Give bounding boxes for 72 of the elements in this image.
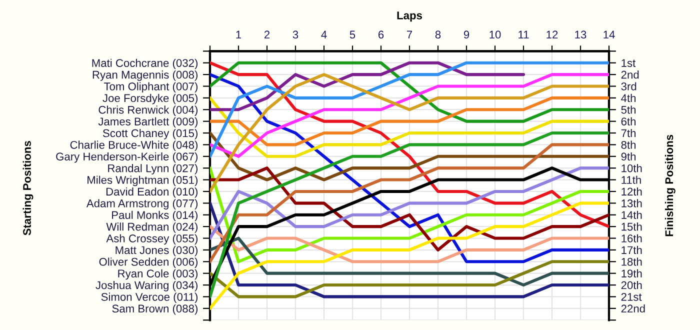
x-tick-label: 2 — [264, 30, 270, 38]
line-series — [210, 225, 609, 264]
category-label: Ash Crossey (055) — [106, 234, 198, 245]
y2-tick-label: 21st — [621, 292, 642, 301]
x-tick-label: 13 — [575, 30, 586, 39]
y2-tick-label: 18th — [622, 258, 642, 266]
x-tick-label: 4 — [321, 30, 327, 38]
line-series — [210, 236, 609, 287]
line-series — [210, 96, 609, 146]
y2-tick-label: 16th — [622, 234, 642, 242]
line-series — [210, 96, 609, 158]
category-label: Ryan Cole (003) — [118, 269, 198, 280]
category-label: Oliver Sedden (006) — [99, 258, 198, 268]
y2-tick-label: 11th — [622, 176, 641, 184]
category-label: Sam Brown (088) — [112, 304, 198, 315]
category-label: Joe Forsdyke (005) — [102, 94, 198, 104]
text: Starting Positions — [22, 141, 34, 236]
category-label: Scott Chaney (015) — [102, 128, 198, 140]
y2-tick-label: 4th — [621, 94, 636, 102]
category-label: Paul Monks (014) — [112, 210, 198, 222]
category-label: David Eadon (010) — [106, 187, 198, 198]
line-series — [210, 131, 609, 182]
category-label: James Bartlett (009) — [98, 117, 198, 128]
y2-tick-label: 22nd — [621, 304, 645, 313]
line-series — [210, 61, 526, 112]
y2-tick-label: 6th — [621, 117, 636, 126]
x-tick-label: 12 — [546, 30, 558, 38]
category-label: Matt Jones (030) — [116, 246, 198, 256]
x-tick-label: 6 — [378, 30, 384, 39]
category-label: Adam Armstrong (077) — [86, 199, 198, 210]
category-label: Ryan Magennis (008) — [92, 70, 198, 81]
y2-tick-label: 10th — [622, 164, 642, 172]
x-tick-label: 14 — [604, 30, 615, 38]
line-series — [210, 131, 609, 298]
x-tick-label: 5 — [350, 30, 356, 39]
category-label: Tom Oliphant (007) — [104, 82, 198, 93]
y2-tick-label: 15th — [622, 222, 642, 231]
category-label: Gary Henderson-Keirle (067) — [56, 152, 198, 163]
category-label: Simon Vercoe (011) — [101, 292, 198, 304]
x-tick-label: 9 — [464, 30, 470, 39]
y2-tick-label: 9th — [621, 152, 636, 161]
y2-tick-label: 12th — [622, 187, 642, 196]
x-tick-label: 10 — [490, 30, 501, 39]
category-label: Miles Wrightman (051) — [88, 176, 198, 186]
x-tick-label: 8 — [435, 30, 441, 39]
x-tick-label: 7 — [406, 30, 412, 38]
y2-tick-label: 19th — [622, 269, 642, 278]
line-series — [210, 260, 609, 298]
y2-axis-title: Finishing Positions — [664, 134, 676, 236]
y2-tick-label: 17th — [622, 246, 642, 254]
line-series — [210, 73, 609, 193]
y2-tick-label: 5th — [621, 106, 636, 114]
x-axis-title: Laps — [397, 12, 422, 22]
y2-tick-label: 7th — [621, 128, 636, 138]
category-label: Chris Renwick (004) — [98, 106, 198, 116]
y2-tick-label: 14th — [622, 210, 642, 219]
x-tick-label: 11 — [518, 30, 529, 38]
x-tick-label: 1 — [236, 30, 242, 38]
y2-tick-label: 13th — [622, 199, 642, 208]
category-label: Randal Lynn (027) — [108, 164, 198, 174]
y2-tick-label: 1st — [622, 59, 636, 67]
y2-tick-label: 3rd — [621, 82, 636, 90]
y2-tick-label: 20th — [621, 280, 642, 290]
line-series — [210, 143, 609, 264]
y2-tick-label: 2nd — [621, 70, 639, 79]
category-label: Will Redman (024) — [106, 222, 198, 233]
category-label: Charlie Bruce-White (048) — [70, 140, 198, 152]
y2-tick-label: 8th — [621, 140, 636, 149]
x-tick-label: 3 — [292, 30, 298, 39]
category-label: Joshua Waring (034) — [96, 280, 198, 292]
line-series — [210, 61, 609, 123]
category-label: Mati Cochcrane (032) — [92, 58, 198, 70]
